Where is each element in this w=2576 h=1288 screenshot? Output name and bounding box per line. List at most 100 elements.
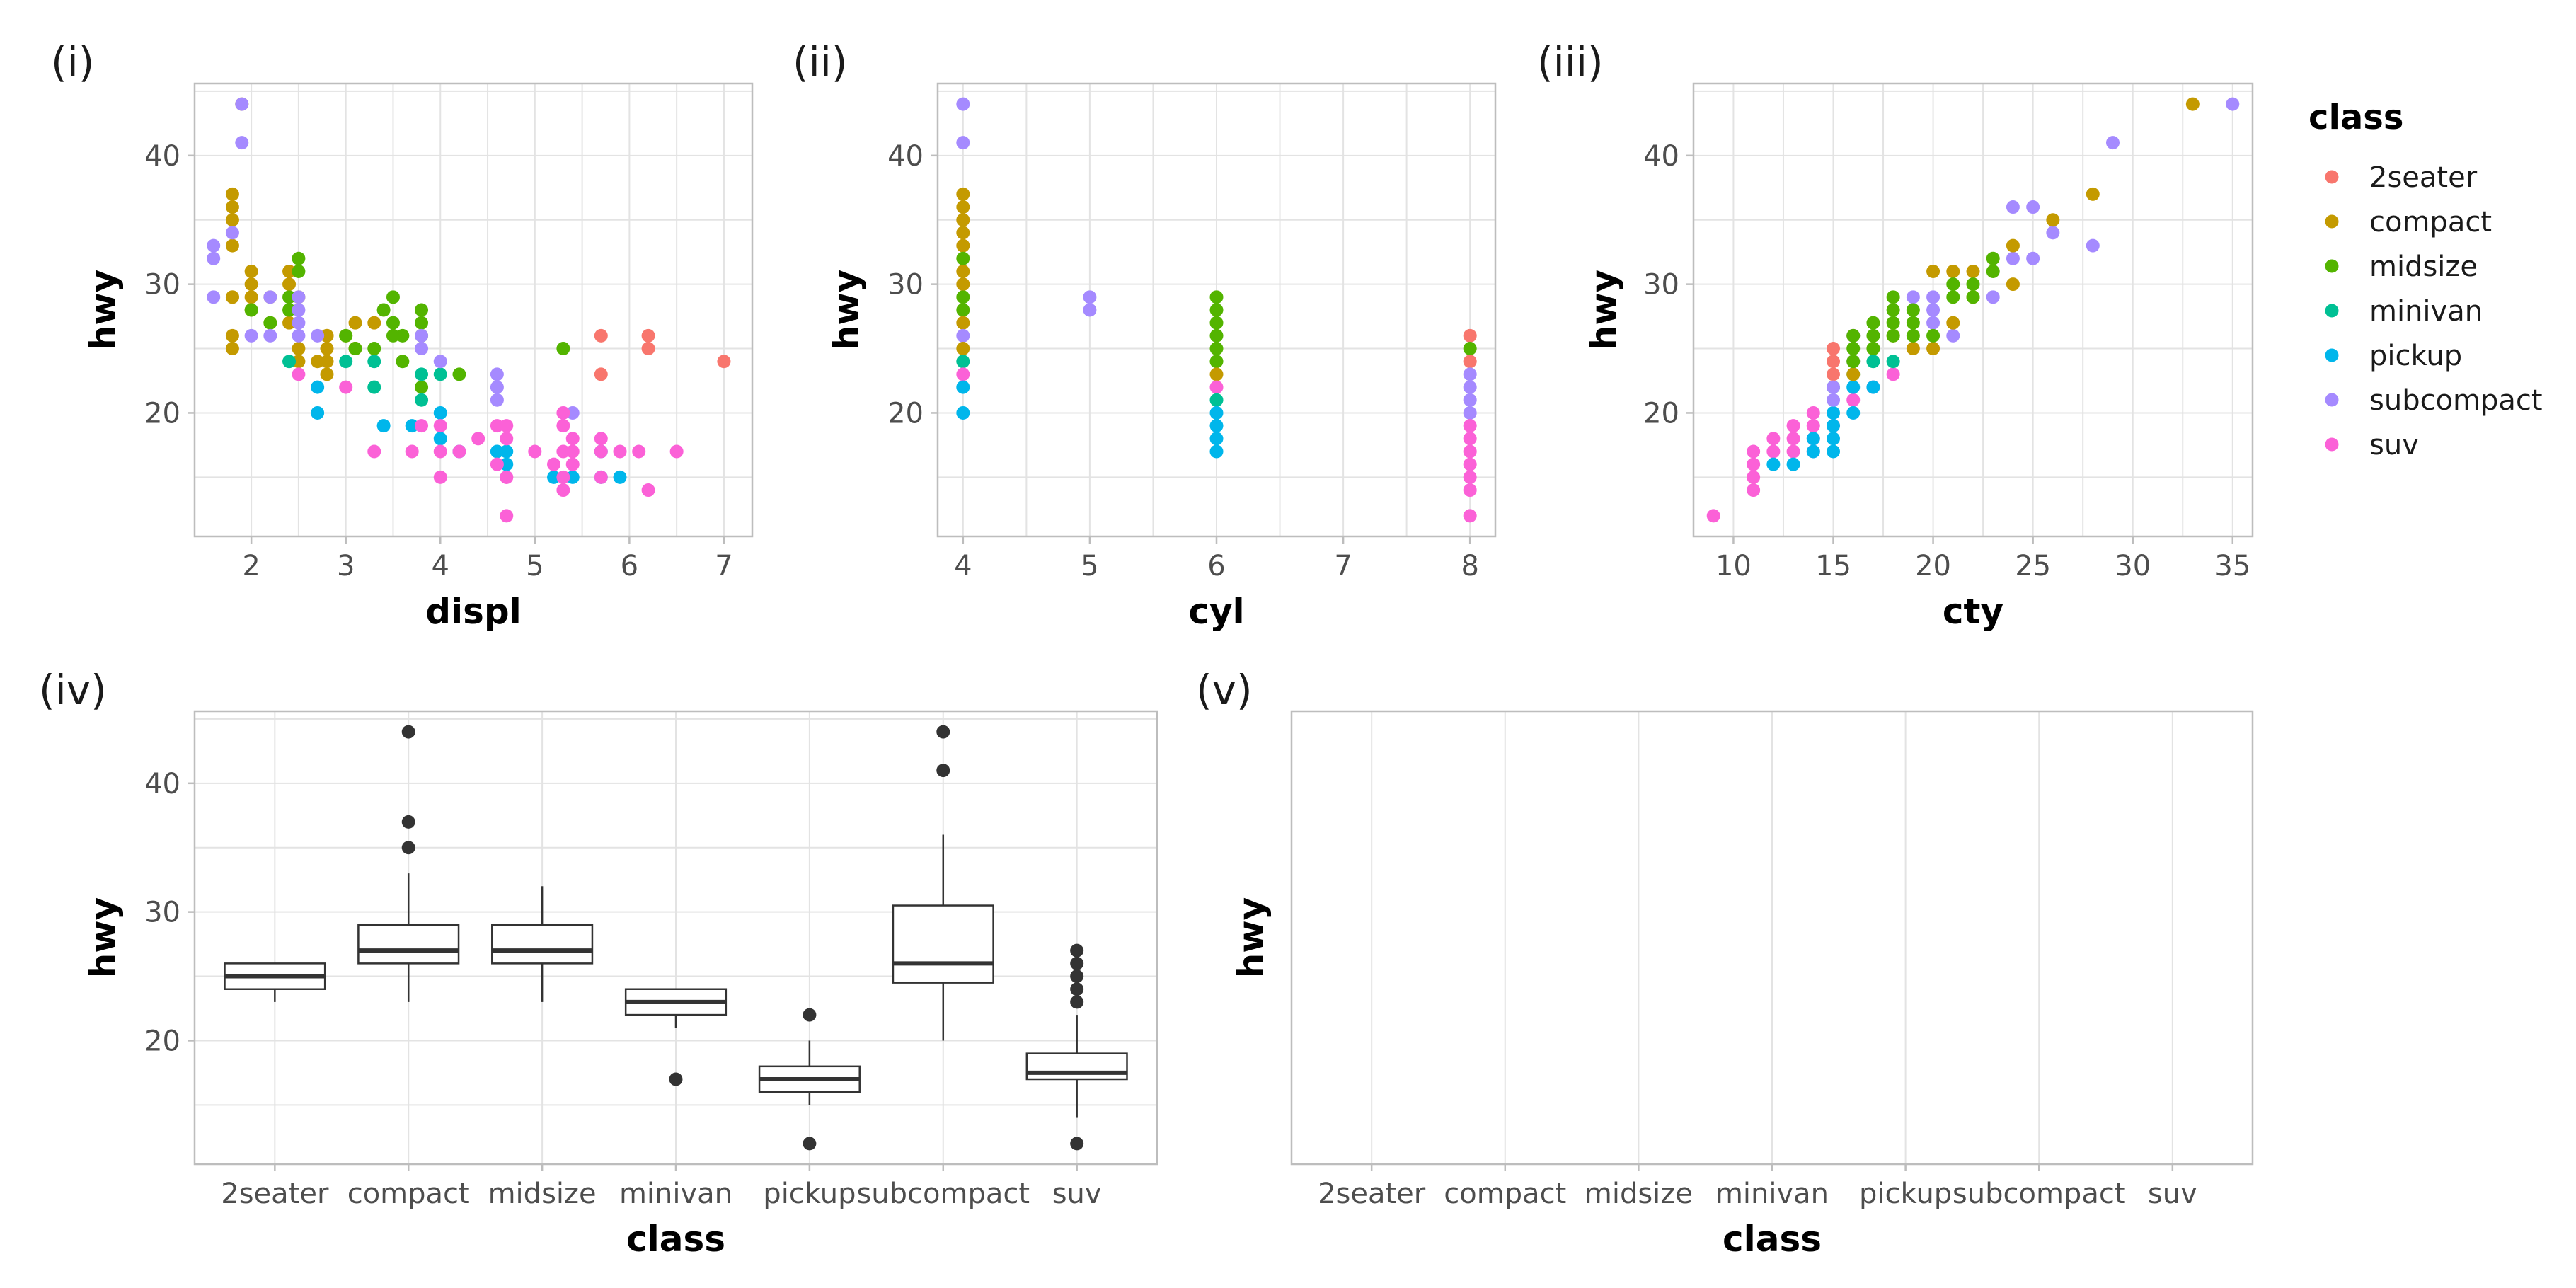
data-point (1926, 264, 1940, 278)
box-body (491, 924, 594, 965)
panel-1: (i) 2 3 4 5 6 7 20 30 40 displ hwy (51, 38, 754, 632)
panel-tag: (iii) (1537, 38, 1604, 86)
data-point (1886, 290, 1900, 304)
outlier-point (1070, 982, 1084, 996)
data-point (1209, 303, 1224, 317)
box-suv (1025, 943, 1128, 1151)
panel-border (1692, 82, 2254, 538)
data-point (225, 213, 239, 227)
data-point (717, 355, 731, 369)
y-tick-label: 20 (887, 397, 924, 430)
data-point (1986, 264, 2000, 278)
data-point (207, 238, 221, 253)
data-point (2026, 200, 2040, 214)
data-point (311, 380, 325, 394)
data-point (292, 303, 306, 317)
y-tick-label: 40 (144, 768, 180, 800)
data-point (565, 432, 580, 446)
panel-tag: (ii) (793, 38, 847, 86)
x-tick-label: 4 (432, 550, 449, 582)
data-point (500, 419, 514, 433)
data-point (1866, 316, 1880, 330)
data-point (956, 316, 970, 330)
data-point (547, 470, 561, 484)
box-subcompact (892, 725, 994, 1041)
y-axis-title: hwy (1583, 270, 1624, 350)
x-tick-label: 5 (526, 550, 544, 582)
data-point (1209, 316, 1224, 330)
data-point (1827, 419, 1840, 433)
data-point (415, 342, 429, 356)
data-point (594, 444, 608, 459)
outlier-point (803, 1137, 817, 1151)
data-point (1463, 393, 1477, 407)
data-point (282, 355, 297, 369)
data-point (956, 136, 970, 150)
data-point (565, 457, 580, 471)
legend-label-suv: suv (2369, 429, 2419, 461)
data-point (2185, 97, 2200, 111)
data-point (1706, 509, 1720, 523)
panel-4: (iv)2seater compact midsize minivan pickup su… (39, 666, 1158, 1260)
x-tick-label: 10 (1715, 550, 1752, 582)
data-point (2086, 238, 2100, 253)
data-point (244, 303, 258, 317)
data-point (225, 328, 239, 343)
data-point (1886, 367, 1900, 381)
data-point (311, 406, 325, 420)
data-point (1463, 342, 1477, 356)
data-point (641, 342, 655, 356)
x-tick-label: 4 (954, 550, 972, 582)
x-tick-label: 7 (1334, 550, 1352, 582)
box-compact (357, 725, 460, 1002)
data-point (2086, 187, 2100, 201)
data-point (956, 380, 970, 394)
x-tick-label: 8 (1461, 550, 1478, 582)
data-point (207, 290, 221, 304)
data-point (1209, 367, 1224, 381)
y-tick-label: 20 (144, 397, 180, 430)
data-point (1209, 406, 1224, 420)
data-point (1986, 290, 2000, 304)
data-point (367, 355, 381, 369)
data-point (1827, 355, 1840, 369)
data-point (348, 342, 362, 356)
data-point (367, 444, 381, 459)
data-point (1209, 432, 1224, 446)
data-point (415, 380, 429, 394)
data-point (1209, 419, 1224, 433)
data-point (2106, 136, 2120, 150)
data-point (1846, 342, 1861, 356)
x-tick-label: 2seater (1318, 1178, 1426, 1210)
data-point (1906, 342, 1920, 356)
outlier-point (1070, 970, 1084, 984)
data-point (367, 380, 381, 394)
data-point (594, 432, 608, 446)
box-minivan (624, 988, 728, 1086)
y-axis-title: hwy (826, 270, 867, 350)
data-point (669, 444, 684, 459)
x-tick-label: compact (1444, 1178, 1566, 1210)
data-layer (956, 97, 1477, 523)
data-point (500, 470, 514, 484)
x-tick-label: 20 (1915, 550, 1951, 582)
data-point (956, 226, 970, 240)
data-point (235, 136, 249, 150)
data-point (292, 367, 306, 381)
data-point (320, 367, 334, 381)
legend-label-compact: compact (2369, 206, 2492, 238)
data-point (500, 444, 514, 459)
data-point (263, 290, 277, 304)
y-axis-title: hwy (83, 270, 124, 350)
data-point (235, 97, 249, 111)
data-point (433, 444, 447, 459)
data-point (1946, 277, 1960, 292)
panel-5: (v) 2seater compact midsize minivan pickup sub… (1196, 666, 2254, 1260)
data-point (1846, 380, 1861, 394)
data-point (594, 470, 608, 484)
data-point (1846, 355, 1861, 369)
data-point (1906, 290, 1920, 304)
panel-2: (ii) 4 5 6 7 8 20 30 40 cyl hwy (793, 38, 1497, 632)
data-point (452, 444, 466, 459)
x-tick-label: compact (347, 1178, 470, 1210)
